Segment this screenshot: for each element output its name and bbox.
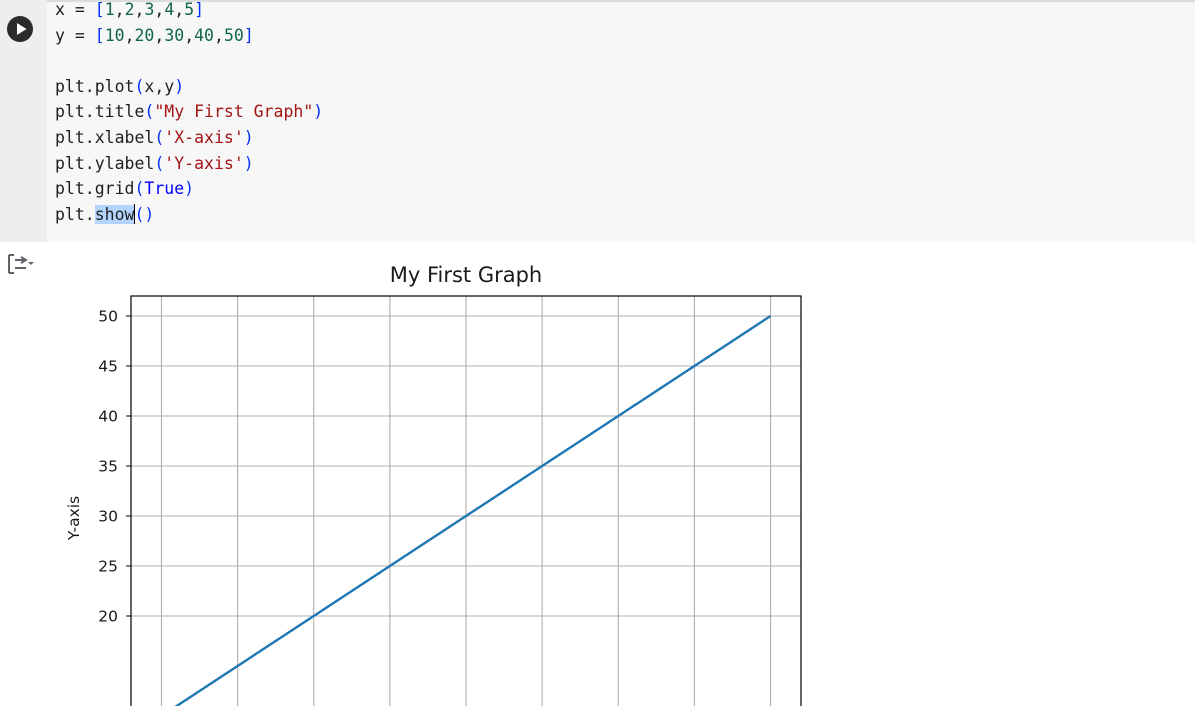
selected-token: show bbox=[94, 204, 135, 224]
code-token: , bbox=[154, 25, 165, 45]
code-token: ) bbox=[243, 153, 254, 173]
play-icon bbox=[17, 23, 27, 35]
code-token: 1 bbox=[104, 0, 115, 19]
code-token: , bbox=[154, 0, 165, 19]
y-tick-label: 50 bbox=[98, 308, 118, 326]
code-token: ) bbox=[184, 179, 195, 199]
code-line[interactable]: plt.grid(True) bbox=[55, 176, 323, 202]
code-token: True bbox=[144, 179, 185, 199]
code-token: , bbox=[174, 0, 185, 19]
plot-frame bbox=[130, 295, 802, 706]
code-token: x,y bbox=[144, 76, 175, 96]
code-token: "My First Graph" bbox=[154, 102, 314, 122]
code-token: , bbox=[214, 25, 224, 45]
code-editor[interactable]: x = [1,2,3,4,5]y = [10,20,30,40,50]​plt.… bbox=[55, 0, 323, 227]
code-line[interactable]: ​ bbox=[55, 48, 323, 74]
code-token: ( bbox=[154, 153, 165, 173]
code-token: [ bbox=[94, 25, 105, 45]
code-line[interactable]: x = [1,2,3,4,5] bbox=[55, 0, 323, 23]
code-token: ) bbox=[243, 127, 254, 147]
code-token: plt.plot bbox=[55, 76, 135, 96]
chart-title: My First Graph bbox=[390, 263, 543, 287]
y-tick-label: 20 bbox=[98, 608, 118, 626]
code-token: , bbox=[114, 0, 125, 19]
code-token: plt. bbox=[55, 204, 95, 224]
code-token: 3 bbox=[144, 0, 155, 19]
y-axis-label: Y-axis bbox=[65, 496, 83, 541]
cell-output bbox=[47, 242, 1195, 706]
code-token: 'X-axis' bbox=[164, 127, 244, 147]
code-token: plt.ylabel bbox=[55, 153, 155, 173]
cell-gutter bbox=[0, 0, 47, 242]
line-chart: 20 25 30 35 40 45 50 My First Graph Y-axis bbox=[65, 263, 802, 706]
code-token: ( bbox=[144, 102, 155, 122]
code-token: ( bbox=[134, 76, 145, 96]
code-token: ] bbox=[243, 25, 254, 45]
run-cell-button[interactable] bbox=[7, 16, 33, 42]
code-token: 10 bbox=[104, 25, 125, 45]
code-token: y = bbox=[55, 25, 95, 45]
code-line[interactable]: plt.plot(x,y) bbox=[55, 74, 323, 100]
code-line[interactable]: plt.ylabel('Y-axis') bbox=[55, 151, 323, 177]
code-token: 30 bbox=[164, 25, 185, 45]
code-token: ] bbox=[194, 0, 205, 19]
text-cursor bbox=[133, 203, 135, 224]
code-token: 50 bbox=[223, 25, 244, 45]
output-toggle-button[interactable] bbox=[6, 252, 34, 276]
y-tick-label: 45 bbox=[98, 358, 118, 376]
y-tick-label: 30 bbox=[98, 508, 118, 526]
code-cell[interactable]: x = [1,2,3,4,5]y = [10,20,30,40,50]​plt.… bbox=[0, 0, 1195, 242]
y-axis-ticks: 20 25 30 35 40 45 50 bbox=[98, 308, 131, 626]
code-token: 2 bbox=[124, 0, 135, 19]
code-token: , bbox=[184, 25, 195, 45]
code-line[interactable]: plt.title("My First Graph") bbox=[55, 99, 323, 125]
code-token: 4 bbox=[164, 0, 175, 19]
code-token: 40 bbox=[194, 25, 214, 45]
code-token: ( bbox=[134, 179, 145, 199]
code-line[interactable]: y = [10,20,30,40,50] bbox=[55, 23, 323, 49]
series-line bbox=[174, 314, 772, 706]
output-toggle-icon bbox=[8, 254, 34, 274]
code-token: x = bbox=[55, 0, 95, 19]
code-token: ) bbox=[174, 76, 185, 96]
code-token: , bbox=[124, 25, 135, 45]
code-token: , bbox=[134, 0, 145, 19]
code-token: ( bbox=[154, 127, 165, 147]
y-tick-label: 35 bbox=[98, 458, 118, 476]
code-token: plt.grid bbox=[55, 179, 135, 199]
code-token: 5 bbox=[184, 0, 195, 19]
y-tick-label: 25 bbox=[98, 558, 118, 576]
code-token: ) bbox=[313, 102, 324, 122]
chart-grid bbox=[131, 296, 801, 706]
code-token: [ bbox=[94, 0, 105, 19]
code-line[interactable]: plt.show() bbox=[55, 202, 323, 228]
code-token: 'Y-axis' bbox=[164, 153, 244, 173]
code-line[interactable]: plt.xlabel('X-axis') bbox=[55, 125, 323, 151]
code-token: 20 bbox=[134, 25, 155, 45]
code-token: plt.title bbox=[55, 102, 145, 122]
code-token: plt.xlabel bbox=[55, 127, 155, 147]
y-tick-label: 40 bbox=[98, 408, 118, 426]
code-token: () bbox=[134, 204, 155, 224]
cell-top-divider bbox=[0, 0, 1195, 2]
